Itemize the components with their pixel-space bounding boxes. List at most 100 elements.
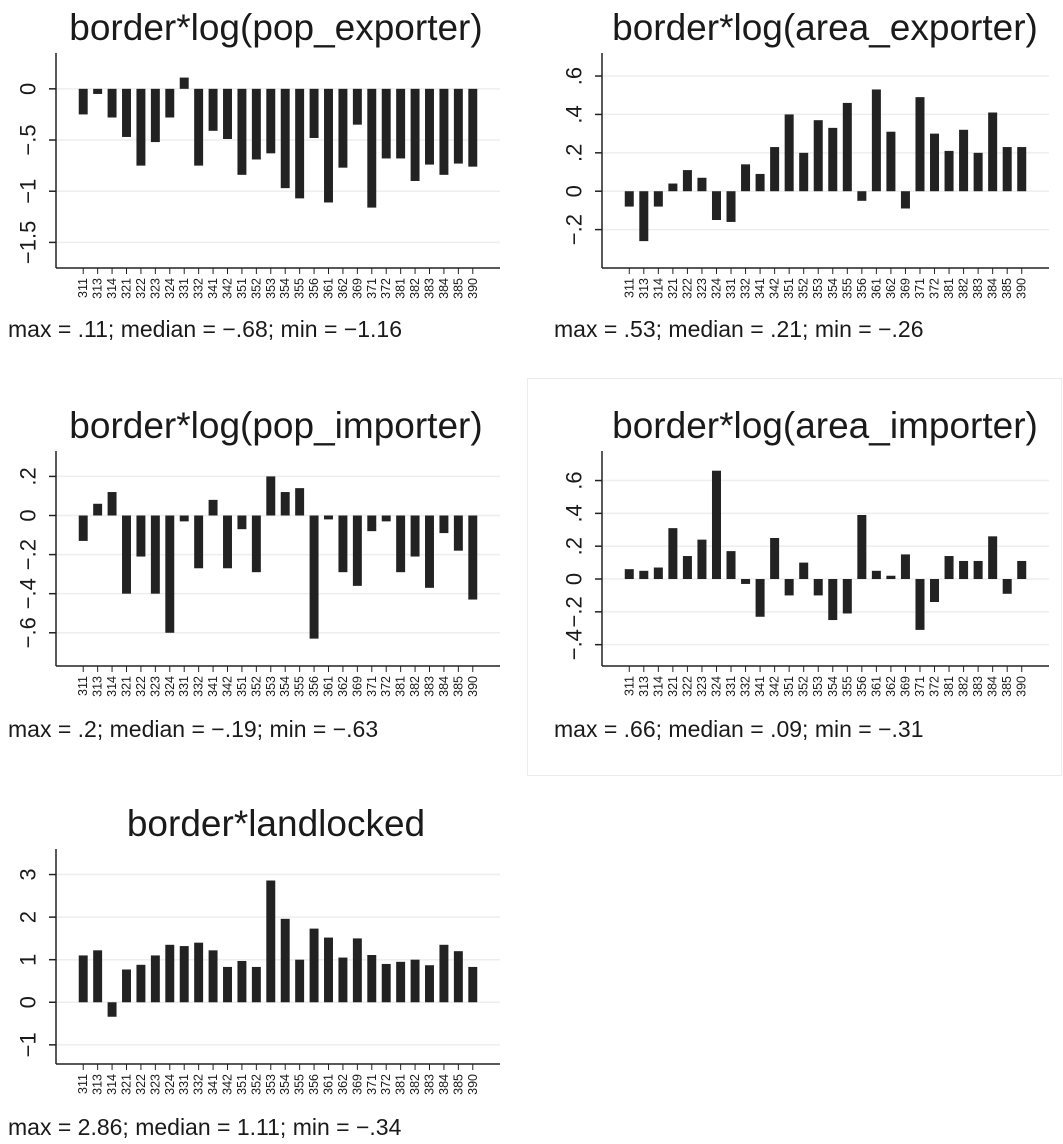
x-tick-label: 385 — [1000, 676, 1014, 697]
x-tick-label: 323 — [148, 1074, 162, 1095]
bar-322 — [682, 556, 692, 580]
chart-caption: max = .66; median = .09; min = −.31 — [554, 716, 924, 742]
bar-356 — [857, 515, 867, 580]
bar-324 — [711, 191, 721, 221]
x-tick-label: 356 — [307, 1074, 321, 1095]
bar-351 — [237, 515, 247, 530]
x-tick-label: 385 — [451, 1074, 465, 1095]
x-tick-label: 351 — [782, 676, 796, 697]
x-tick-label: 361 — [869, 676, 883, 697]
x-tick-label: 352 — [249, 676, 263, 697]
panel-area-importer: border*log(area_importer) −.4−.2 0 .2 .4 .6 31… — [554, 405, 1049, 742]
x-tick-label: 311 — [76, 1074, 90, 1094]
bar-381 — [396, 961, 406, 1003]
x-tick-label: 383 — [423, 676, 437, 697]
bar-354 — [828, 127, 838, 192]
bar-384 — [439, 515, 449, 534]
x-tick-label: 323 — [695, 676, 709, 697]
bar-331 — [726, 551, 736, 580]
bar-323 — [150, 88, 160, 143]
x-tick-label: 332 — [739, 676, 753, 697]
x-tick-label: 341 — [206, 278, 220, 299]
x-tick-label: 385 — [1000, 278, 1014, 299]
x-tick-label: 354 — [826, 676, 840, 697]
x-tick-label: 323 — [148, 278, 162, 299]
x-tick-label: 385 — [451, 676, 465, 697]
chart-title: border*log(pop_exporter) — [69, 7, 482, 48]
x-tick-label: 311 — [622, 676, 636, 696]
y-tick-label: −.4 — [562, 629, 587, 660]
x-tick-label: 321 — [666, 676, 680, 697]
x-tick-label: 313 — [91, 676, 105, 697]
bar-372 — [381, 88, 391, 159]
x-tick-label: 384 — [437, 1074, 451, 1095]
x-tick-label: 390 — [1015, 676, 1029, 697]
bar-361 — [871, 89, 881, 192]
bar-362 — [338, 515, 348, 573]
x-tick-label: 353 — [264, 278, 278, 299]
x-tick-label: 313 — [91, 1074, 105, 1095]
bar-311 — [624, 191, 634, 207]
bar-352 — [799, 562, 809, 580]
x-tick-label: 352 — [249, 1074, 263, 1095]
x-tick-label: 311 — [76, 278, 90, 298]
y-tick-label: 0 — [562, 185, 587, 197]
x-tick-label: 353 — [264, 676, 278, 697]
bar-355 — [295, 88, 305, 199]
bar-384 — [988, 536, 998, 580]
x-tick-label: 381 — [394, 1074, 408, 1095]
bar-324 — [711, 470, 721, 580]
x-tick-label: 381 — [942, 278, 956, 299]
bar-385 — [453, 951, 463, 1003]
bar-324 — [165, 88, 175, 118]
x-tick-label: 331 — [177, 1074, 191, 1095]
x-tick-label: 332 — [739, 278, 753, 299]
x-tick-label: 383 — [423, 278, 437, 299]
x-tick-label: 390 — [1015, 278, 1029, 299]
x-tick-label: 352 — [797, 676, 811, 697]
bar-323 — [697, 177, 707, 192]
x-tick-label: 314 — [651, 676, 665, 697]
bar-311 — [624, 569, 634, 580]
x-tick-label: 371 — [913, 676, 927, 697]
y-tick-label: −1 — [16, 1032, 41, 1057]
bar-353 — [266, 88, 276, 154]
x-tick-label: 361 — [322, 1074, 336, 1095]
bar-321 — [668, 183, 678, 192]
y-tick-label: −.6 — [16, 617, 41, 648]
bar-323 — [150, 515, 160, 594]
bar-354 — [280, 918, 290, 1003]
bar-354 — [828, 579, 838, 621]
x-tick-label: 362 — [884, 278, 898, 299]
x-tick-label: 381 — [394, 278, 408, 299]
x-tick-label: 362 — [336, 1074, 350, 1095]
x-tick-label: 331 — [724, 676, 738, 697]
bar-352 — [799, 152, 809, 192]
x-tick-label: 321 — [120, 1074, 134, 1095]
bar-331 — [179, 77, 189, 89]
bar-385 — [453, 88, 463, 164]
y-tick-label: 1 — [16, 954, 41, 966]
bar-384 — [988, 112, 998, 192]
x-tick-label: 384 — [437, 278, 451, 299]
bar-354 — [280, 492, 290, 516]
x-tick-label: 356 — [307, 278, 321, 299]
bar-369 — [352, 515, 362, 586]
bar-382 — [410, 515, 420, 557]
x-tick-label: 371 — [365, 676, 379, 697]
bar-362 — [886, 131, 896, 192]
bar-324 — [165, 515, 175, 633]
y-tick-label: .4 — [562, 504, 587, 522]
x-tick-label: 341 — [753, 676, 767, 697]
bar-381 — [396, 88, 406, 159]
x-tick-label: 381 — [942, 676, 956, 697]
bar-371 — [367, 955, 377, 1003]
bar-390 — [1017, 147, 1027, 192]
x-tick-label: 369 — [898, 676, 912, 697]
bar-385 — [453, 515, 463, 551]
bar-322 — [136, 88, 146, 166]
bar-311 — [78, 955, 88, 1003]
bar-372 — [381, 963, 391, 1003]
bar-355 — [842, 579, 852, 614]
